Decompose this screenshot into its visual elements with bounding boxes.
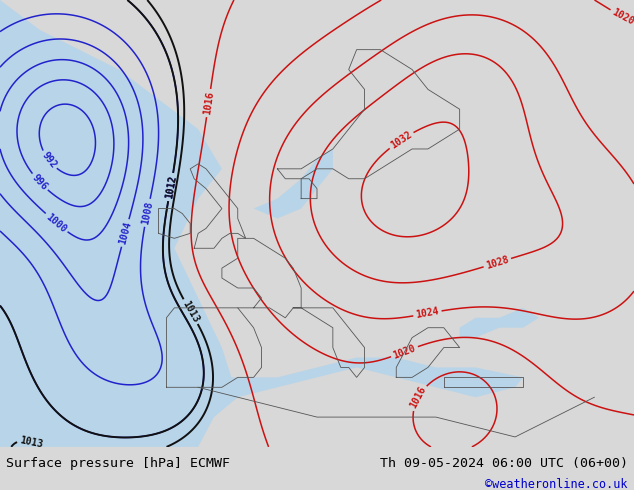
Text: 1032: 1032 bbox=[389, 129, 414, 150]
Text: 1020: 1020 bbox=[392, 343, 417, 361]
Text: 1016: 1016 bbox=[202, 91, 215, 115]
Polygon shape bbox=[198, 358, 523, 397]
Polygon shape bbox=[460, 308, 539, 338]
Text: 1020: 1020 bbox=[610, 7, 634, 27]
Text: 1024: 1024 bbox=[415, 306, 440, 320]
Text: 1013: 1013 bbox=[18, 435, 44, 450]
Text: 996: 996 bbox=[30, 172, 49, 192]
Text: 1008: 1008 bbox=[140, 200, 155, 225]
Text: 1004: 1004 bbox=[117, 220, 133, 245]
Text: 1012: 1012 bbox=[164, 174, 178, 199]
Text: 992: 992 bbox=[39, 150, 58, 170]
Text: 1000: 1000 bbox=[44, 212, 68, 234]
Text: 1013: 1013 bbox=[181, 299, 201, 324]
Text: Th 09-05-2024 06:00 UTC (06+00): Th 09-05-2024 06:00 UTC (06+00) bbox=[380, 457, 628, 470]
Polygon shape bbox=[254, 149, 333, 219]
Text: 1016: 1016 bbox=[408, 385, 428, 410]
Text: Surface pressure [hPa] ECMWF: Surface pressure [hPa] ECMWF bbox=[6, 457, 230, 470]
Polygon shape bbox=[0, 0, 238, 447]
Text: 1012: 1012 bbox=[164, 174, 178, 199]
Text: 1028: 1028 bbox=[484, 254, 510, 271]
Text: ©weatheronline.co.uk: ©weatheronline.co.uk bbox=[485, 478, 628, 490]
